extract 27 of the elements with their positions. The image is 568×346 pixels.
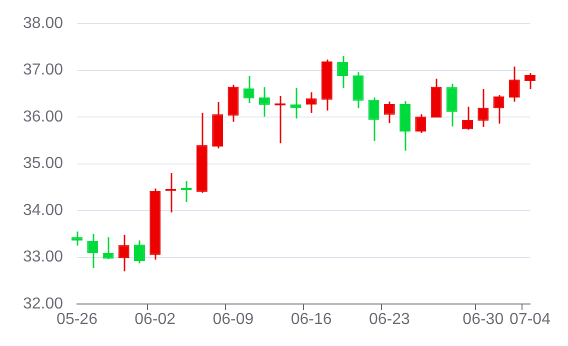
candlestick: [180, 180, 192, 203]
x-tick-label: 06-16: [290, 311, 332, 328]
y-tick-label: 36.00: [22, 108, 64, 126]
x-tick-label: 07-04: [510, 311, 551, 328]
candlestick: [524, 72, 536, 90]
candlestick: [87, 233, 98, 269]
y-tick-label: 33.00: [22, 248, 64, 266]
candlestick: [243, 75, 254, 104]
y-tick-label: 35.00: [22, 155, 64, 172]
x-tick-label: 05-26: [56, 311, 98, 328]
x-tick-label: 06-02: [134, 311, 176, 328]
candlestick: [446, 83, 458, 128]
candlestick: [258, 86, 270, 118]
candlestick: [368, 96, 380, 142]
y-tick-label: 32.00: [22, 295, 64, 312]
x-tick-label: 06-09: [212, 311, 254, 328]
x-tick-label: 06-30: [462, 311, 504, 328]
candlestick: [478, 88, 489, 128]
candlestick: [118, 234, 130, 272]
y-tick-label: 37.00: [22, 62, 64, 79]
y-tick-label: 34.00: [22, 202, 64, 219]
candlestick: [352, 71, 364, 109]
candlestick: [102, 236, 114, 260]
y-tick-label: 38.00: [22, 15, 64, 32]
candlestick: [306, 92, 317, 114]
candlestick: [72, 230, 82, 246]
x-tick-label: 06-23: [368, 311, 410, 328]
